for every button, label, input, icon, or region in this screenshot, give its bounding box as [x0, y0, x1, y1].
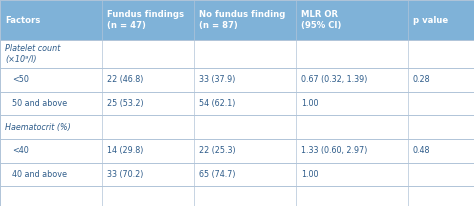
Bar	[102, 115, 194, 139]
Bar	[102, 92, 194, 115]
Bar	[408, 163, 474, 186]
Text: 22 (25.3): 22 (25.3)	[200, 146, 236, 155]
Bar	[0, 163, 102, 186]
Bar	[0, 40, 102, 68]
Bar	[194, 115, 296, 139]
Bar	[408, 139, 474, 163]
Bar	[102, 40, 194, 68]
Text: 50 and above: 50 and above	[12, 99, 67, 108]
Text: 65 (74.7): 65 (74.7)	[200, 170, 236, 179]
Bar	[194, 92, 296, 115]
Bar	[296, 0, 408, 40]
Bar	[194, 40, 296, 68]
Bar	[102, 0, 194, 40]
Text: 33 (37.9): 33 (37.9)	[200, 75, 236, 84]
Text: 0.67 (0.32, 1.39): 0.67 (0.32, 1.39)	[301, 75, 368, 84]
Text: 33 (70.2): 33 (70.2)	[107, 170, 143, 179]
Text: No fundus finding
(n = 87): No fundus finding (n = 87)	[200, 10, 286, 30]
Text: Fundus findings
(n = 47): Fundus findings (n = 47)	[107, 10, 184, 30]
Bar	[408, 115, 474, 139]
Text: 1.33 (0.60, 2.97): 1.33 (0.60, 2.97)	[301, 146, 368, 155]
Bar	[0, 115, 102, 139]
Bar	[194, 163, 296, 186]
Text: 0.28: 0.28	[413, 75, 430, 84]
Bar	[194, 0, 296, 40]
Bar	[102, 68, 194, 92]
Text: 25 (53.2): 25 (53.2)	[107, 99, 144, 108]
Bar	[194, 139, 296, 163]
Text: Platelet count
(×10⁹/l): Platelet count (×10⁹/l)	[5, 44, 60, 64]
Bar	[408, 40, 474, 68]
Bar	[102, 163, 194, 186]
Text: Factors: Factors	[5, 16, 40, 25]
Bar	[0, 92, 102, 115]
Bar	[296, 163, 408, 186]
Bar	[296, 92, 408, 115]
Text: 40 and above: 40 and above	[12, 170, 67, 179]
Bar	[296, 115, 408, 139]
Text: 54 (62.1): 54 (62.1)	[200, 99, 236, 108]
Bar	[0, 0, 102, 40]
Bar	[408, 68, 474, 92]
Text: <40: <40	[12, 146, 29, 155]
Bar	[408, 92, 474, 115]
Bar	[296, 68, 408, 92]
Bar	[296, 139, 408, 163]
Text: 1.00: 1.00	[301, 170, 319, 179]
Text: 14 (29.8): 14 (29.8)	[107, 146, 143, 155]
Text: 22 (46.8): 22 (46.8)	[107, 75, 143, 84]
Text: 1.00: 1.00	[301, 99, 319, 108]
Text: p value: p value	[413, 16, 448, 25]
Text: Haematocrit (%): Haematocrit (%)	[5, 123, 71, 132]
Bar	[0, 139, 102, 163]
Bar	[296, 40, 408, 68]
Bar	[0, 68, 102, 92]
Bar	[408, 0, 474, 40]
Bar	[102, 139, 194, 163]
Bar	[194, 68, 296, 92]
Text: 0.48: 0.48	[413, 146, 430, 155]
Text: MLR OR
(95% CI): MLR OR (95% CI)	[301, 10, 342, 30]
Text: <50: <50	[12, 75, 29, 84]
